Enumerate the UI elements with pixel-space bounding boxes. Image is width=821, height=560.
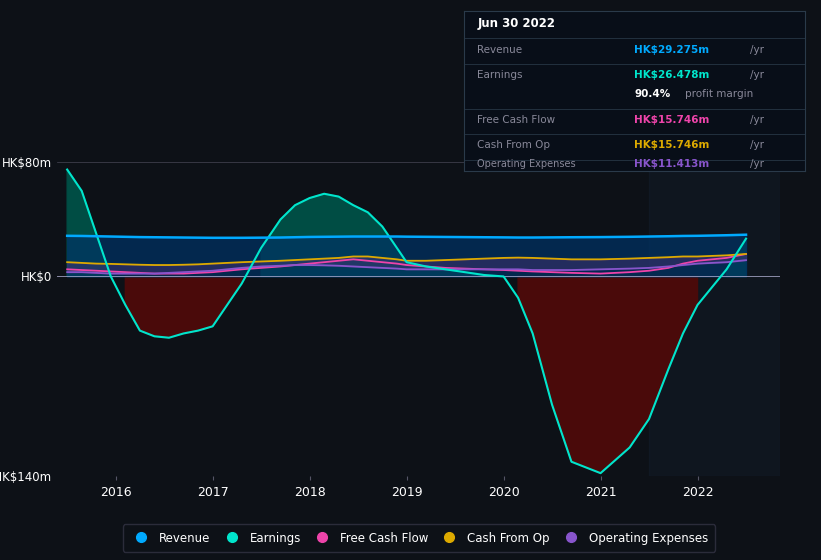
Text: /yr: /yr [750, 70, 764, 80]
Text: profit margin: profit margin [686, 89, 754, 99]
Legend: Revenue, Earnings, Free Cash Flow, Cash From Op, Operating Expenses: Revenue, Earnings, Free Cash Flow, Cash … [122, 525, 715, 552]
Text: 90.4%: 90.4% [635, 89, 671, 99]
Bar [649, 162, 780, 476]
Text: Operating Expenses: Operating Expenses [478, 159, 576, 169]
Text: Cash From Op: Cash From Op [478, 140, 551, 150]
Text: Earnings: Earnings [478, 70, 523, 80]
Text: Jun 30 2022: Jun 30 2022 [478, 17, 556, 30]
Text: HK$29.275m: HK$29.275m [635, 44, 709, 54]
Text: HK$15.746m: HK$15.746m [635, 115, 709, 125]
Text: HK$15.746m: HK$15.746m [635, 140, 709, 150]
Text: /yr: /yr [750, 159, 764, 169]
Text: HK$26.478m: HK$26.478m [635, 70, 709, 80]
Text: /yr: /yr [750, 140, 764, 150]
Text: Free Cash Flow: Free Cash Flow [478, 115, 556, 125]
Text: /yr: /yr [750, 115, 764, 125]
Text: HK$11.413m: HK$11.413m [635, 159, 709, 169]
Text: /yr: /yr [750, 44, 764, 54]
Text: Revenue: Revenue [478, 44, 523, 54]
